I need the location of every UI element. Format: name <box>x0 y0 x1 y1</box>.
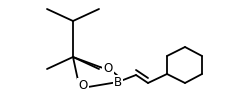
Text: O: O <box>78 79 88 92</box>
Text: B: B <box>114 76 122 89</box>
Text: O: O <box>103 61 113 74</box>
